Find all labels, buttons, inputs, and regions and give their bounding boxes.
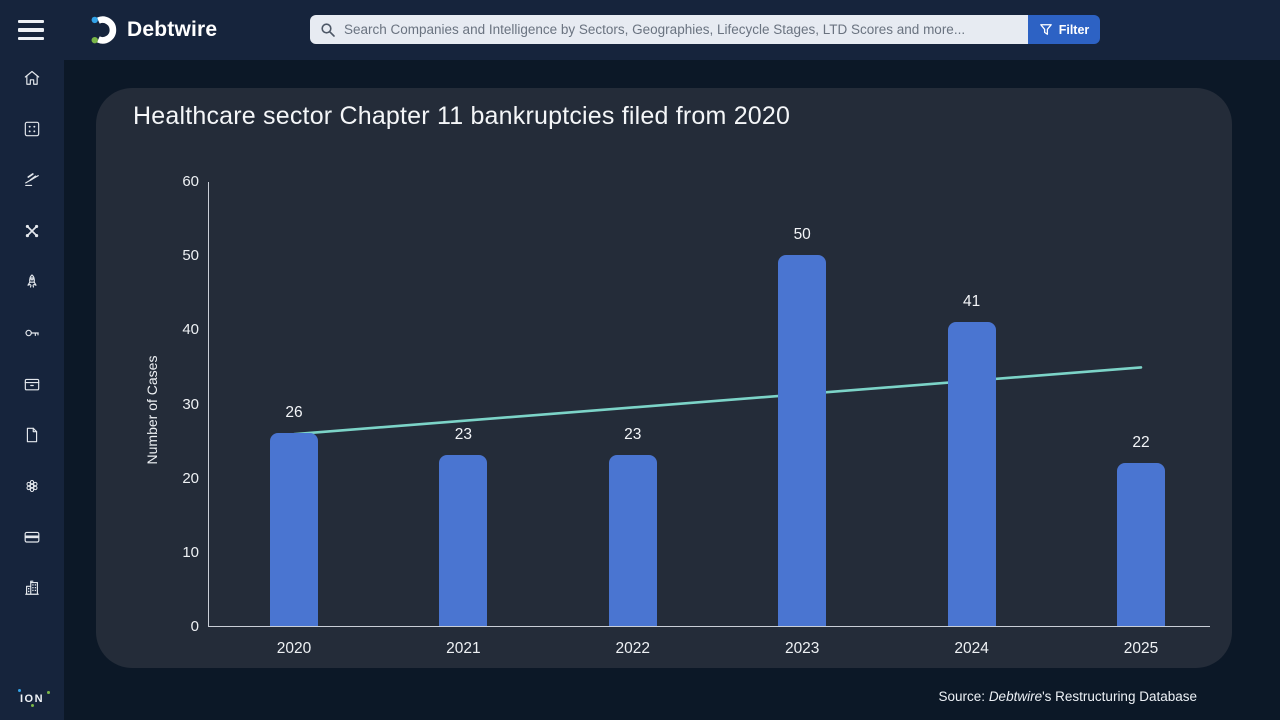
- bar-value-label: 41: [962, 292, 981, 310]
- bar: [439, 455, 488, 626]
- y-axis-title: Number of Cases: [144, 355, 160, 465]
- bar-value-label: 22: [1132, 433, 1150, 451]
- x-tick-label: 2025: [1123, 640, 1159, 657]
- apps-grid-icon: [24, 121, 40, 137]
- building-icon: [25, 580, 39, 595]
- search-icon: [321, 22, 335, 37]
- main-content: Healthcare sector Chapter 11 bankruptcie…: [64, 60, 1280, 720]
- filter-icon: [1039, 24, 1052, 35]
- x-tick-label: 2021: [446, 640, 481, 657]
- sidebar-item-archive[interactable]: [22, 374, 42, 394]
- x-tick-label: 2023: [784, 640, 820, 657]
- brand-name: Debtwire: [127, 18, 218, 41]
- sidebar-item-home[interactable]: [22, 68, 42, 88]
- trend-line: [292, 366, 1143, 436]
- bar-value-label: 50: [793, 226, 811, 244]
- x-tick-label: 2020: [276, 640, 312, 657]
- ion-logo: ION: [14, 689, 50, 707]
- y-tick-label: 10: [182, 543, 199, 561]
- y-tick-label: 50: [182, 247, 199, 265]
- menu-icon[interactable]: [18, 20, 44, 40]
- network-icon: [25, 224, 39, 238]
- gavel-icon: [25, 173, 39, 186]
- x-tick-label: 2024: [954, 640, 989, 657]
- chart-panel: Healthcare sector Chapter 11 bankruptcie…: [96, 88, 1232, 668]
- cluster-icon: [26, 480, 38, 493]
- sidebar: ION: [0, 60, 64, 720]
- source-name: Debtwire: [988, 689, 1043, 704]
- rocket-icon: [27, 274, 37, 288]
- bar: [1117, 462, 1165, 626]
- credit-card-icon: [24, 531, 40, 543]
- y-tick-label: 20: [182, 469, 199, 487]
- source-suffix: 's Restructuring Database: [1042, 689, 1197, 704]
- archive-box-icon: [24, 378, 40, 391]
- document-icon: [26, 427, 38, 443]
- chart-title: Healthcare sector Chapter 11 bankruptcie…: [133, 102, 791, 130]
- search-bar: Filter: [310, 15, 1100, 44]
- ion-dot-blue: [18, 689, 22, 693]
- x-tick-label: 2022: [615, 640, 651, 657]
- sidebar-item-launch[interactable]: [22, 272, 42, 292]
- sidebar-item-documents[interactable]: [22, 425, 42, 445]
- y-tick-label: 40: [182, 321, 199, 339]
- ion-logo-text: ION: [19, 693, 45, 705]
- bar: [608, 455, 657, 626]
- top-bar: Debtwire Filter: [0, 0, 1280, 60]
- ion-dot-green-1: [31, 703, 35, 707]
- bar: [270, 433, 318, 626]
- bar-value-label: 23: [624, 426, 642, 444]
- sidebar-item-billing[interactable]: [22, 527, 42, 547]
- ion-dot-green-2: [47, 691, 50, 694]
- filter-button[interactable]: Filter: [1028, 15, 1100, 44]
- plot-area: 0 10 20 30 40 50 60 26 2020 23 2021 23 2022 50 2023 41 2…: [182, 173, 1210, 657]
- y-tick-label: 60: [182, 173, 199, 190]
- bar: [947, 321, 996, 626]
- source-note: Source: Debtwire's Restructuring Databas…: [939, 689, 1197, 704]
- sidebar-item-companies[interactable]: [22, 578, 42, 598]
- y-tick-label: 0: [190, 618, 199, 635]
- key-icon: [25, 329, 39, 337]
- debtwire-logo[interactable]: Debtwire: [88, 14, 217, 46]
- bar-value-label: 23: [454, 426, 473, 444]
- home-icon: [24, 70, 40, 85]
- sidebar-item-deals[interactable]: [22, 221, 42, 241]
- y-tick-label: 30: [182, 395, 199, 413]
- source-prefix: Source:: [938, 689, 989, 704]
- search-input[interactable]: [310, 15, 1028, 44]
- sidebar-item-legal[interactable]: [22, 170, 42, 190]
- sidebar-item-cluster[interactable]: [22, 476, 42, 496]
- filter-label: Filter: [1058, 22, 1090, 37]
- debtwire-logo-mark: [91, 16, 117, 44]
- bar: [778, 255, 827, 626]
- sidebar-item-access[interactable]: [22, 323, 42, 343]
- sidebar-item-apps[interactable]: [22, 119, 42, 139]
- bar-value-label: 26: [285, 404, 303, 422]
